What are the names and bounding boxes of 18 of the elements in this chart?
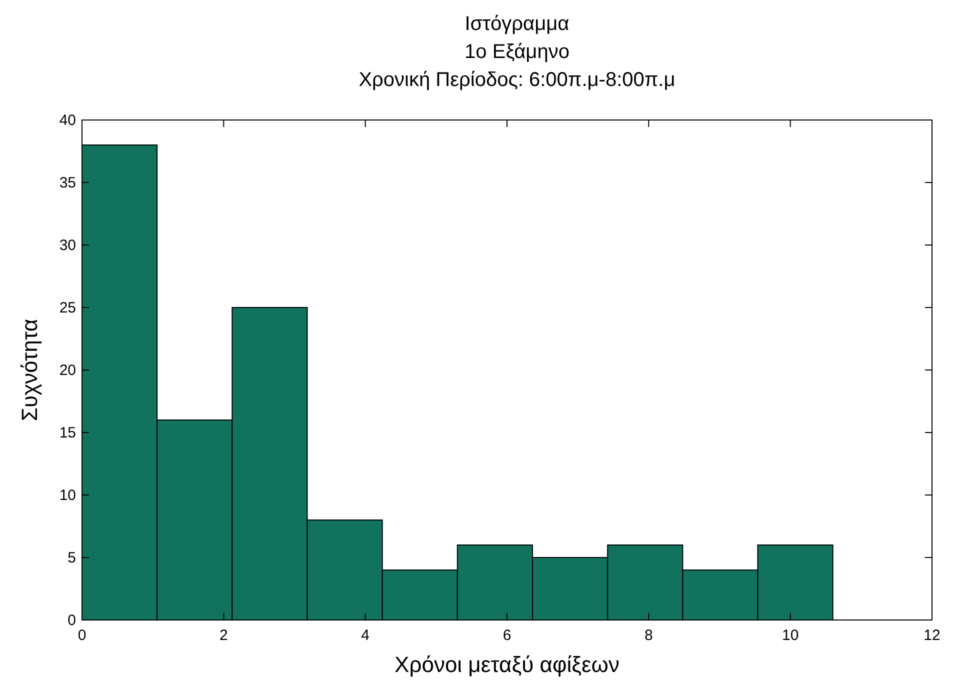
y-tick-label: 20 [59,362,76,379]
x-tick-label: 10 [782,627,799,644]
y-tick-label: 30 [59,237,76,254]
y-tick-label: 5 [68,550,76,566]
x-tick-label: 6 [502,627,512,644]
y-tick-label: 10 [59,487,76,504]
x-axis-title: Χρόνοι μεταξύ αφίξεων [394,652,620,677]
y-tick-label: 40 [59,112,76,129]
x-tick-label: 8 [644,627,653,644]
x-tick-label: 2 [219,627,228,644]
x-tick-label: 12 [924,627,940,644]
y-tick-label: 25 [59,300,76,316]
chart-title: Ιστόγραμμα 1ο Εξάμηνο Χρονική Περίοδος: 6:00π.μ-8:00π.μ [358,13,676,91]
y-tick-label: 0 [68,612,76,629]
x-tick-label: 4 [361,627,370,644]
y-tick-label: 35 [59,174,76,192]
y-tick-label: 15 [59,424,76,442]
y-axis-title: Συχνότητα [17,318,42,422]
